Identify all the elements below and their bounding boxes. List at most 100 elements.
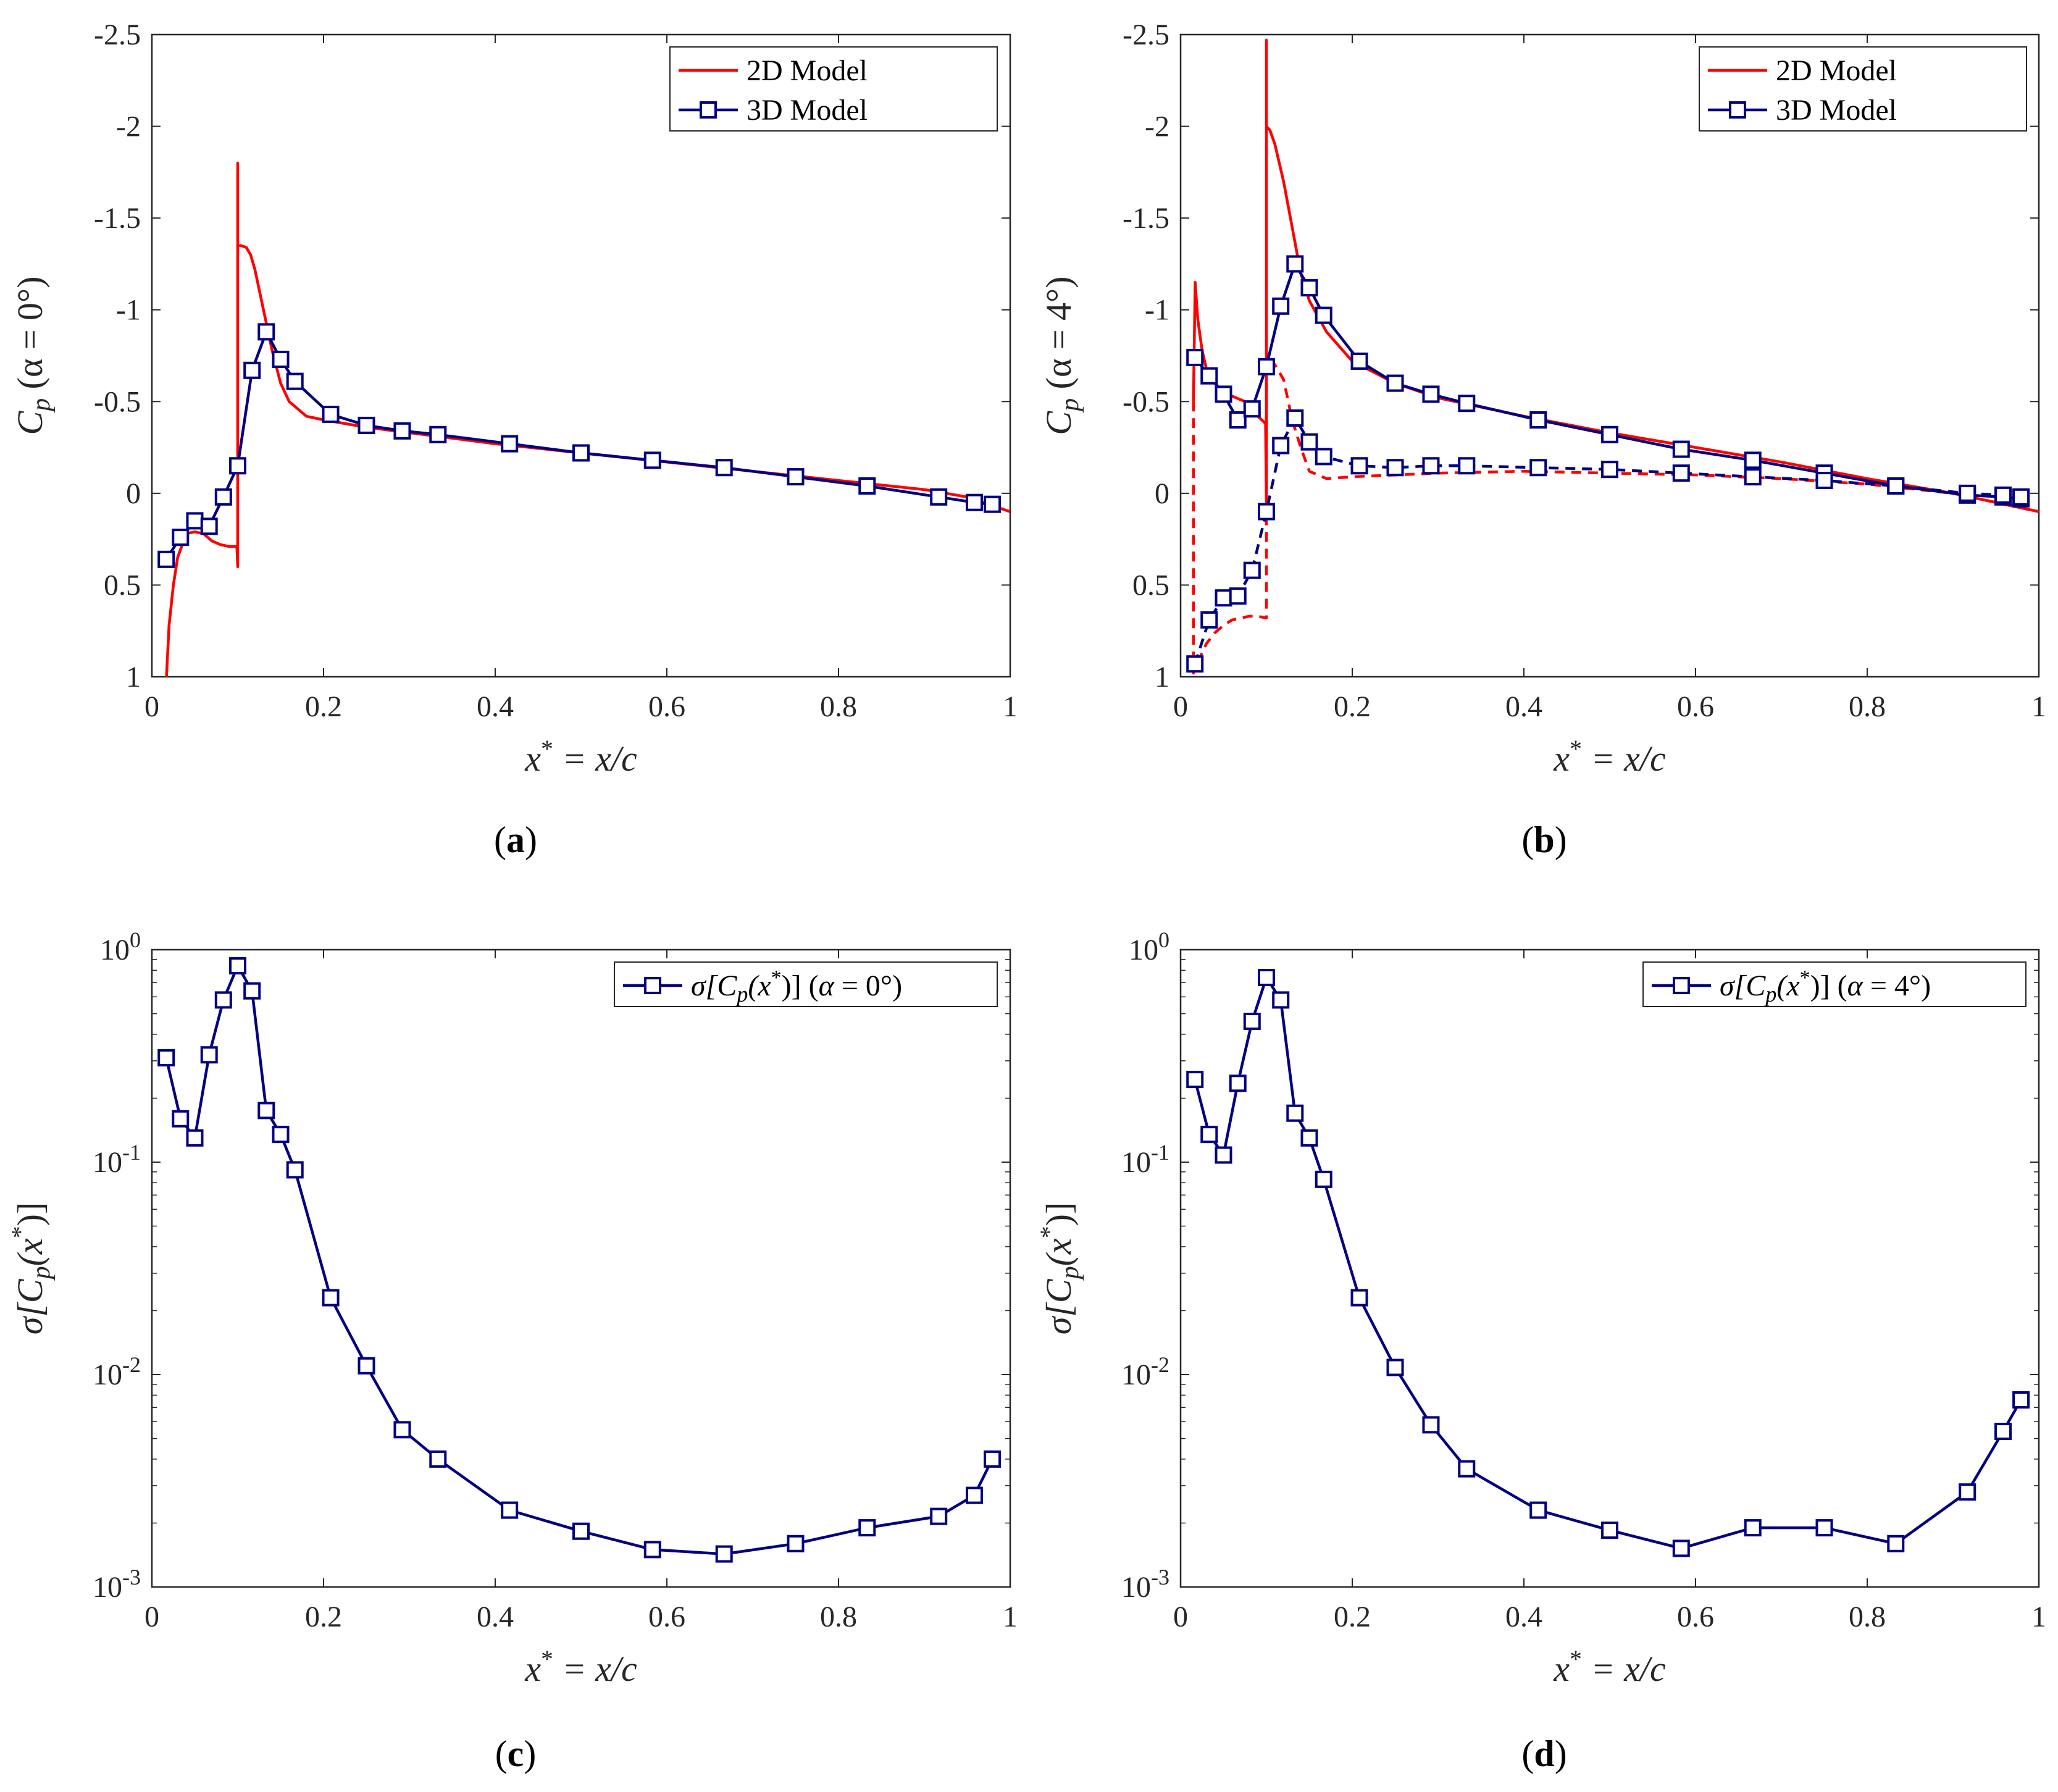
x-tick-label: 0.6 <box>1677 1601 1714 1633</box>
data-point-marker <box>1959 1483 1976 1501</box>
x-tick-label: 0.8 <box>820 1601 857 1633</box>
data-point-marker <box>186 512 204 530</box>
data-point-marker <box>1386 459 1404 477</box>
data-point-marker <box>1529 411 1547 429</box>
data-point-marker <box>1215 589 1232 607</box>
y-tick-label: 0.5 <box>1132 569 1169 601</box>
data-point-marker <box>1601 425 1618 443</box>
data-point-marker <box>257 323 275 341</box>
y-tick-label: -0.5 <box>94 385 141 418</box>
x-tick-label: 1 <box>1003 690 1018 723</box>
data-point-marker <box>243 361 261 379</box>
plot-area-b <box>1179 33 2040 678</box>
y-tick-label: 10-2 <box>93 1352 141 1391</box>
x-tick-label: 0.6 <box>1677 690 1714 723</box>
data-point-marker <box>1887 477 1905 495</box>
x-tick-label: 0.4 <box>1505 1601 1542 1633</box>
data-point-marker <box>1200 611 1218 629</box>
data-point-marker <box>1672 464 1690 482</box>
data-point-marker <box>1286 409 1304 427</box>
data-point-marker <box>1200 1126 1218 1144</box>
x-tick-label: 0.4 <box>1505 690 1542 723</box>
y-tick-label: 100 <box>1129 927 1169 966</box>
data-point-marker <box>1529 459 1547 477</box>
x-tick-label: 0.2 <box>305 1601 342 1633</box>
data-point-marker <box>243 982 261 1000</box>
y-tick-label: 0.5 <box>104 569 141 601</box>
data-point-marker <box>1186 1071 1204 1089</box>
data-point-marker <box>429 425 447 443</box>
data-point-marker <box>1215 1146 1232 1164</box>
data-point-marker <box>1243 1013 1261 1031</box>
x-tick-label: 0 <box>144 1601 159 1633</box>
data-point-marker <box>1672 440 1690 458</box>
y-tick-label: 10-1 <box>1121 1140 1169 1179</box>
data-point-marker <box>1744 468 1762 486</box>
chart-panel-a: 0 0.2 0.4 0.6 0.8 1 -2.5 -2 -1.5 -1 -0.5 0 0.5 1 2D Mo… <box>10 19 1018 860</box>
y-tick-label: 1 <box>1155 661 1169 693</box>
data-point-marker <box>1959 484 1976 502</box>
data-point-marker <box>1386 1359 1404 1376</box>
legend-d: σ[Cp(x*)] (α = 4°) <box>1642 961 2027 1007</box>
x-tick-label: 0.4 <box>477 690 514 723</box>
chart-panel-c: 0 0.2 0.4 0.6 0.8 1 10-3 10-2 10-1 100 σ[Cp(x*)] (… <box>6 927 1018 1774</box>
data-point-marker <box>157 550 175 568</box>
x-tick-label: 0.2 <box>305 690 342 723</box>
data-point-marker <box>1286 1104 1304 1122</box>
x-tick-label: 0.4 <box>477 1601 514 1633</box>
data-point-marker <box>1258 358 1275 375</box>
data-point-marker <box>2012 488 2030 506</box>
data-point-marker <box>1994 486 2012 504</box>
data-point-marker <box>984 1450 1002 1468</box>
x-tick-label: 0.8 <box>820 690 857 723</box>
caption-a: (a) <box>494 819 537 860</box>
data-point-marker <box>214 991 232 1009</box>
y-tick-label: -2 <box>1145 111 1169 143</box>
y-tick-label: 1 <box>126 661 141 693</box>
data-point-marker <box>787 468 805 486</box>
data-point-marker <box>1350 457 1368 475</box>
data-point-marker <box>393 422 411 440</box>
data-point-marker <box>1272 991 1290 1009</box>
data-point-marker <box>966 1486 984 1504</box>
data-point-marker <box>272 350 290 368</box>
data-point-marker <box>1350 1289 1368 1307</box>
data-point-marker <box>1458 395 1476 412</box>
data-point-marker <box>1243 561 1261 579</box>
x-tick-label: 0 <box>1173 690 1188 723</box>
y-tick-label: 10-3 <box>1121 1565 1169 1604</box>
legend-label: 3D Model <box>747 94 868 127</box>
data-point-marker <box>501 435 519 453</box>
data-point-marker <box>572 444 590 462</box>
data-point-marker <box>787 1535 805 1552</box>
y-tick-label: -0.5 <box>1123 385 1169 418</box>
plot-area-c <box>151 948 1011 1588</box>
data-point-marker <box>1672 1539 1690 1557</box>
data-point-marker <box>1229 587 1247 605</box>
data-point-marker <box>984 495 1002 513</box>
data-point-marker <box>186 1129 204 1147</box>
data-point-marker <box>1229 1074 1247 1092</box>
data-point-marker <box>322 1289 340 1307</box>
plot-area-a <box>151 33 1011 678</box>
data-point-marker <box>715 459 733 477</box>
data-point-marker <box>1422 457 1440 475</box>
data-point-marker <box>429 1450 447 1468</box>
x-axis-label-b: x* = x/c <box>1553 735 1666 779</box>
data-point-marker <box>1994 1423 2012 1441</box>
data-point-marker <box>1272 437 1290 454</box>
y-tick-label: -1.5 <box>94 202 141 235</box>
x-axis-label-d: x* = x/c <box>1553 1645 1666 1689</box>
data-point-marker <box>1229 411 1247 429</box>
legend-label: σ[Cp(x*)] (α = 4°) <box>1720 966 1931 1007</box>
data-point-marker <box>930 1507 948 1525</box>
data-point-marker <box>1601 461 1618 479</box>
data-point-marker <box>858 477 876 495</box>
legend-box <box>669 46 998 132</box>
x-tick-label: 0.2 <box>1334 1601 1371 1633</box>
y-axis-label-c: σ[Cp(x*)] <box>6 1202 56 1335</box>
y-tick-label: 10-1 <box>93 1140 141 1179</box>
y-tick-label: -1 <box>116 294 141 327</box>
chart-panel-b: 0 0.2 0.4 0.6 0.8 1 -2.5 -2 -1.5 -1 -0.5 0 0.5 1 2D Mo… <box>1039 19 2046 860</box>
data-point-marker <box>1315 448 1332 466</box>
